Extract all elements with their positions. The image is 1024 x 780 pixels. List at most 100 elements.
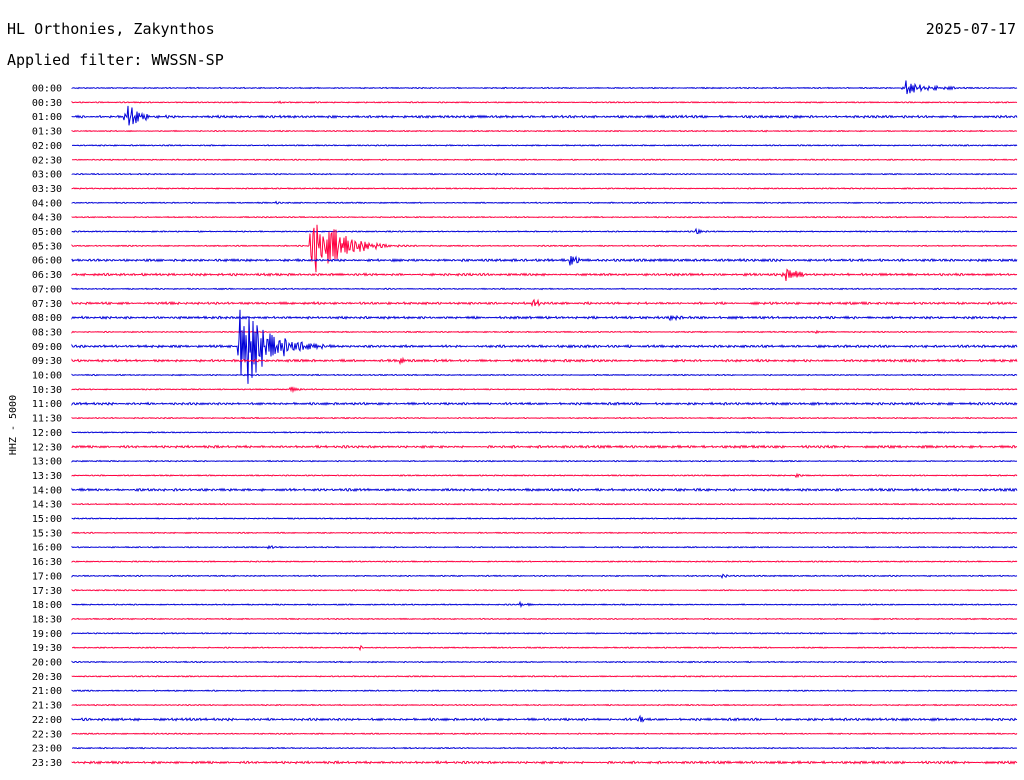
seismic-trace-2130 bbox=[71, 703, 1018, 707]
row-time-label: 11:00 bbox=[32, 399, 62, 410]
seismic-trace-1630 bbox=[71, 560, 1018, 563]
seismic-trace-0700 bbox=[71, 287, 1018, 291]
row-time-label: 18:30 bbox=[32, 614, 62, 625]
row-time-label: 02:00 bbox=[32, 141, 62, 152]
row-time-label: 05:30 bbox=[32, 241, 62, 252]
seismic-trace-2000 bbox=[71, 660, 1017, 664]
seismic-trace-1730 bbox=[71, 588, 1018, 592]
seismic-trace-0000 bbox=[71, 80, 1018, 95]
row-time-label: 07:30 bbox=[32, 299, 62, 310]
seismic-trace-0300 bbox=[71, 172, 1018, 176]
row-time-label: 00:00 bbox=[32, 84, 62, 95]
trace-layer bbox=[71, 80, 1018, 765]
row-time-label: 20:00 bbox=[32, 658, 62, 669]
seismic-trace-1330 bbox=[71, 472, 1018, 479]
row-time-label: 15:30 bbox=[32, 528, 62, 539]
seismic-trace-2200 bbox=[71, 714, 1018, 723]
row-time-label: 08:30 bbox=[32, 327, 62, 338]
seismic-trace-1300 bbox=[71, 459, 1018, 463]
seismic-trace-0030 bbox=[71, 100, 1018, 104]
row-time-label: 18:00 bbox=[32, 600, 62, 611]
seismic-trace-0900 bbox=[71, 309, 1018, 384]
seismic-trace-1030 bbox=[71, 386, 1018, 394]
row-time-label: 09:00 bbox=[32, 342, 62, 353]
row-time-label: 04:00 bbox=[32, 198, 62, 209]
seismic-trace-1500 bbox=[71, 517, 1018, 520]
seismic-trace-2100 bbox=[71, 689, 1018, 693]
seismic-trace-1230 bbox=[71, 444, 1018, 450]
seismic-trace-1400 bbox=[71, 487, 1018, 493]
row-time-label: 08:00 bbox=[32, 313, 62, 324]
seismic-trace-1000 bbox=[71, 373, 1018, 377]
row-time-label: 23:30 bbox=[32, 758, 62, 769]
seismic-trace-1830 bbox=[71, 617, 1018, 621]
seismic-trace-0830 bbox=[71, 329, 1018, 335]
seismic-trace-1600 bbox=[71, 544, 1018, 550]
seismic-trace-1800 bbox=[71, 600, 1018, 609]
seismic-trace-0930 bbox=[71, 356, 1018, 366]
row-time-label: 23:00 bbox=[32, 744, 62, 755]
seismic-trace-0200 bbox=[72, 144, 1018, 147]
seismic-trace-0400 bbox=[71, 200, 1018, 205]
row-time-label: 06:00 bbox=[32, 256, 62, 267]
row-time-label: 10:30 bbox=[32, 385, 62, 396]
seismic-trace-0430 bbox=[71, 215, 1018, 219]
seismic-trace-0500 bbox=[71, 227, 1018, 235]
row-time-label: 09:30 bbox=[32, 356, 62, 367]
row-time-label: 17:30 bbox=[32, 586, 62, 597]
seismic-trace-1200 bbox=[71, 431, 1018, 434]
seismic-trace-1130 bbox=[71, 416, 1018, 420]
row-time-label: 13:00 bbox=[32, 457, 62, 468]
row-time-label: 16:30 bbox=[32, 557, 62, 568]
seismic-trace-2030 bbox=[71, 675, 1018, 678]
row-time-label: 02:30 bbox=[32, 155, 62, 166]
row-time-label: 06:30 bbox=[32, 270, 62, 281]
seismic-trace-0600 bbox=[71, 255, 1018, 266]
row-time-label: 16:00 bbox=[32, 543, 62, 554]
row-time-label: 22:00 bbox=[32, 715, 62, 726]
row-time-label: 14:30 bbox=[32, 500, 62, 511]
row-time-label: 15:00 bbox=[32, 514, 62, 525]
seismic-trace-0100 bbox=[71, 105, 1018, 126]
row-time-label: 12:30 bbox=[32, 442, 62, 453]
row-time-label: 12:00 bbox=[32, 428, 62, 439]
row-time-label: 21:00 bbox=[32, 686, 62, 697]
row-time-label: 19:00 bbox=[32, 629, 62, 640]
date-label: 2025-07-17 bbox=[925, 20, 1016, 38]
seismic-trace-2230 bbox=[71, 732, 1018, 736]
seismic-trace-1930 bbox=[71, 644, 1018, 652]
row-time-label: 10:00 bbox=[32, 371, 62, 382]
row-time-label: 04:30 bbox=[32, 213, 62, 224]
row-time-label: 05:00 bbox=[32, 227, 62, 238]
row-time-label: 11:30 bbox=[32, 414, 62, 425]
row-time-label: 17:00 bbox=[32, 571, 62, 582]
seismic-trace-0800 bbox=[71, 314, 1018, 322]
row-label-layer: 00:00 00:30 01:00 01:30 02:00 02:30 03:00 03:30… bbox=[32, 84, 62, 769]
seismic-trace-1100 bbox=[71, 401, 1018, 407]
seismic-trace-0330 bbox=[71, 187, 1018, 190]
filter-label: Applied filter: WWSSN-SP bbox=[7, 51, 224, 69]
seismic-trace-0630 bbox=[71, 268, 1018, 281]
row-time-label: 22:30 bbox=[32, 729, 62, 740]
seismic-trace-1900 bbox=[71, 631, 1018, 635]
seismic-trace-0230 bbox=[71, 158, 1018, 162]
row-time-label: 14:00 bbox=[32, 485, 62, 496]
seismic-trace-2300 bbox=[72, 746, 1017, 750]
row-time-label: 13:30 bbox=[32, 471, 62, 482]
row-time-label: 00:30 bbox=[32, 98, 62, 109]
seismic-trace-0530 bbox=[71, 224, 1018, 273]
seismic-trace-1530 bbox=[71, 531, 1018, 535]
row-time-label: 19:30 bbox=[32, 643, 62, 654]
seismic-trace-1430 bbox=[71, 502, 1018, 506]
seismic-trace-2330 bbox=[71, 760, 1018, 765]
row-time-label: 07:00 bbox=[32, 284, 62, 295]
row-time-label: 01:00 bbox=[32, 112, 62, 123]
seismic-trace-0730 bbox=[71, 298, 1018, 308]
row-time-label: 01:30 bbox=[32, 127, 62, 138]
seismic-trace-0130 bbox=[71, 129, 1018, 133]
row-time-label: 03:00 bbox=[32, 170, 62, 181]
station-title: HL Orthonies, Zakynthos bbox=[7, 20, 215, 38]
row-time-label: 03:30 bbox=[32, 184, 62, 195]
row-time-label: 20:30 bbox=[32, 672, 62, 683]
